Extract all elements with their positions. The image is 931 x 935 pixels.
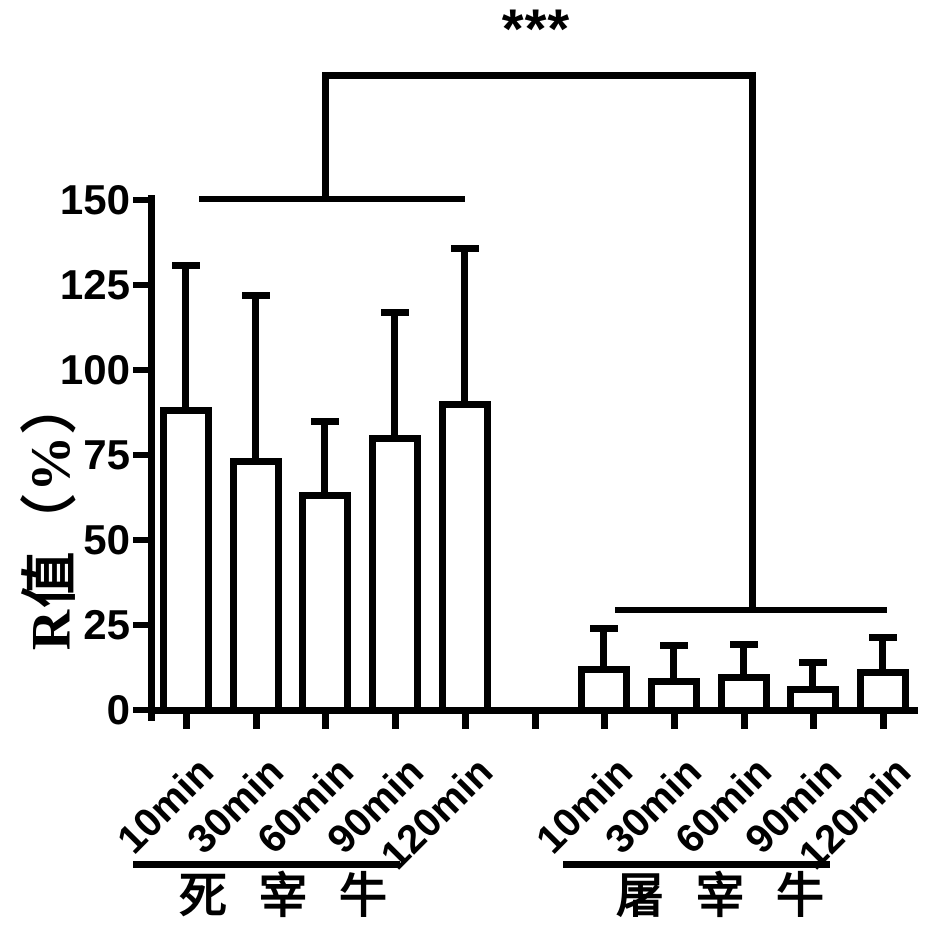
y-tick (133, 537, 148, 543)
x-tick (810, 714, 818, 729)
bar-90min-group1 (369, 434, 422, 714)
bar-60min-group1 (299, 492, 352, 714)
error-bar-cap (381, 309, 410, 317)
x-axis-line (148, 707, 918, 714)
y-tick-label-100: 100 (59, 346, 130, 393)
x-tick (322, 714, 330, 729)
error-bar-cap (241, 292, 270, 300)
sig-bracket-top-line (322, 72, 756, 79)
y-tick (133, 707, 148, 713)
bar-10min-group1 (160, 407, 212, 714)
y-axis-line (148, 195, 155, 721)
error-bar-cap (659, 642, 688, 650)
y-tick-label-0: 0 (106, 686, 130, 733)
significance-stars-label: *** (501, 0, 571, 60)
error-bar-cap (729, 640, 758, 648)
error-bar-stem (460, 247, 468, 411)
error-bar-stem (182, 264, 189, 418)
error-bar-stem (669, 645, 677, 688)
y-tick (133, 367, 148, 373)
sig-bracket-group1-span (199, 196, 465, 202)
sig-bracket-left-drop (322, 72, 329, 202)
sig-bracket-group2-span (615, 607, 887, 613)
y-tick-label-25: 25 (83, 601, 130, 648)
bar-30min-group1 (229, 458, 282, 714)
bar-10min-group2 (578, 665, 631, 714)
error-bar-cap (590, 625, 619, 633)
error-bar-stem (879, 636, 886, 680)
y-tick (133, 452, 148, 458)
error-bar-stem (809, 662, 817, 697)
y-tick-label-50: 50 (83, 516, 130, 563)
y-tick (133, 622, 148, 628)
error-bar-stem (251, 295, 259, 469)
error-bar-cap (172, 261, 200, 269)
group-label-1: 死 宰 牛 (178, 870, 397, 923)
group-underline-2 (563, 861, 830, 868)
x-tick (880, 714, 887, 729)
error-bar-cap (450, 244, 479, 252)
y-tick (133, 282, 148, 288)
y-tick (133, 197, 148, 203)
error-bar-stem (600, 628, 608, 676)
bar-120min-group2 (857, 669, 909, 714)
error-bar-cap (869, 633, 897, 641)
x-tick (531, 714, 539, 729)
sig-bracket-right-drop (749, 72, 756, 613)
y-tick-label-75: 75 (83, 431, 130, 478)
bar-120min-group1 (438, 400, 491, 714)
y-tick-label-125: 125 (59, 261, 130, 308)
x-tick (601, 714, 609, 729)
group-underline-1 (133, 861, 400, 868)
x-tick (461, 714, 469, 729)
y-tick-label-150: 150 (59, 176, 130, 223)
error-bar-cap (311, 418, 340, 425)
x-tick (740, 714, 748, 729)
error-bar-stem (321, 421, 329, 503)
error-bar-stem (391, 312, 399, 445)
error-bar-cap (799, 659, 828, 667)
x-tick (183, 714, 190, 729)
x-tick (252, 714, 260, 729)
group-label-2: 屠 宰 牛 (615, 870, 834, 923)
x-tick (670, 714, 678, 729)
error-bar-stem (739, 643, 747, 685)
x-tick (392, 714, 400, 729)
